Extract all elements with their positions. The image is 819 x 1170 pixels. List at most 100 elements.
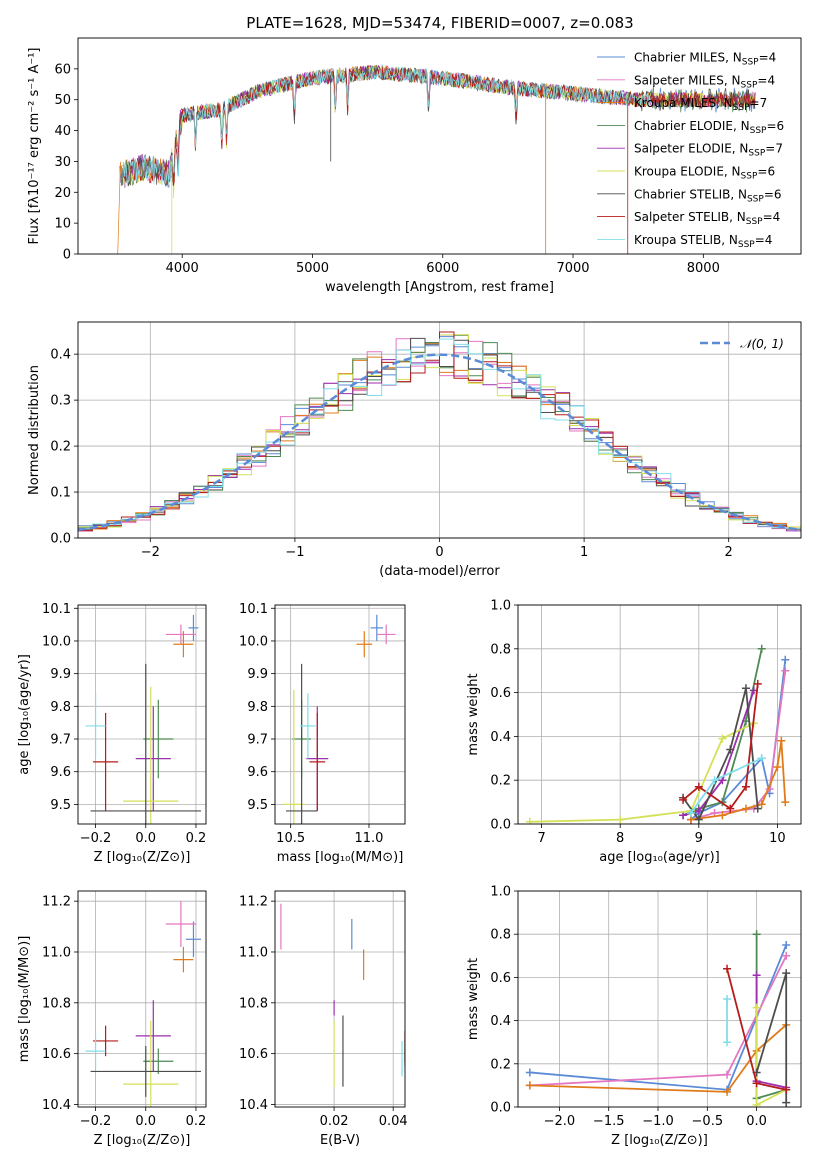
y-tick-label: 0.6 [490,686,511,701]
weight-vs-age-panel: 7 8 9 10 0.0 0.2 0.4 0.6 0.8 1.0 age [log₁₀(age/yr… [466,599,802,865]
plot-frame [517,890,802,1108]
x-tick-label: 10.5 [276,831,305,846]
weight-marker [726,745,735,754]
x-tick-label: 7 [537,831,545,846]
weight-marker [782,1098,791,1107]
x-tick-label: 0.2 [186,1114,207,1129]
plot-frame [77,604,207,825]
y-tick-label: 9.9 [247,667,268,682]
plot-frame [274,604,406,825]
x-tick-label: 11.0 [354,831,383,846]
weight-marker [616,815,625,824]
weight-marker [723,1087,732,1096]
weight-marker [781,666,790,675]
x-tick-label: 0 [435,545,443,560]
weight-marker [723,964,732,973]
y-tick-label: 0.0 [490,1101,511,1116]
legend-label: Salpeter MILES, NSSP=4 [634,73,775,90]
y-tick-label: 10.0 [42,634,71,649]
legend-label: 𝒩(0, 1) [740,337,784,351]
weight-marker [777,736,786,745]
chart-title: PLATE=1628, MJD=53474, FIBERID=0007, z=0… [246,14,633,32]
y-tick-label: 30 [54,155,71,170]
x-tick-label: −2.0 [544,1114,576,1129]
weight-marker [752,1079,761,1088]
y-tick-label: 60 [54,62,71,77]
weight-marker [752,1003,761,1012]
y-tick-label: 0.2 [50,440,71,455]
y-tick-label: 10.6 [42,1047,71,1062]
plot-frame [517,604,802,825]
x-axis-label: Z [log₁₀(Z/Z⊙)] [94,1133,191,1148]
weight-line-chabrier-stelib [682,687,759,822]
y-tick-label: 10.8 [239,996,268,1011]
y-tick-label: 9.6 [50,765,71,780]
y-tick-label: 9.6 [247,765,268,780]
y-tick-label: 10.6 [239,1047,268,1062]
weight-marker [752,930,761,939]
x-tick-label: 9 [695,831,703,846]
x-tick-label: 10 [769,831,786,846]
legend-label: Kroupa ELODIE, NSSP=6 [634,165,775,182]
y-tick-label: 9.8 [50,700,71,715]
y-tick-label: 10.0 [239,634,268,649]
y-tick-label: 9.5 [50,798,71,813]
y-axis-label: Normed distribution [27,365,42,495]
x-tick-label: 8000 [687,261,720,276]
mass-vs-ebv-panel: 0.02 0.04 10.4 10.6 10.8 11.0 11.2 E(B-V) [239,890,408,1148]
weight-marker [686,809,695,818]
age-vs-mass-panel: 10.5 11.0 9.5 9.6 9.7 9.8 9.9 10.0 10.1 mass [log… [239,602,406,865]
weight-marker [753,679,762,688]
weight-line-kroupa-miles [529,1024,787,1093]
weight-marker [741,684,750,693]
y-tick-label: 9.7 [50,733,71,748]
x-tick-label: 0.0 [135,1114,156,1129]
weight-marker [718,734,727,743]
y-tick-label: 9.7 [247,733,268,748]
y-tick-label: 50 [54,93,71,108]
weight-marker [782,1085,791,1094]
y-tick-label: 10.4 [42,1098,71,1113]
y-tick-label: 0.8 [490,642,511,657]
x-axis-label: age [log₁₀(age/yr)] [599,850,720,865]
weight-line-salpeter-elodie [682,690,755,817]
x-tick-label: −1.5 [593,1114,625,1129]
y-axis-label: mass weight [466,673,481,755]
y-tick-label: 11.0 [42,945,71,960]
normal-curve [78,353,801,532]
weight-marker [525,1068,534,1077]
y-tick-label: 10.1 [42,602,71,617]
weight-marker [757,754,766,763]
weight-marker [757,800,766,809]
y-tick-label: 40 [54,124,71,139]
legend-label: Salpeter STELIB, NSSP=4 [634,210,780,227]
weight-marker [781,655,790,664]
weight-marker [782,969,791,978]
x-tick-label: −0.2 [80,831,112,846]
x-tick-label: 5000 [296,261,329,276]
x-tick-label: 2 [725,545,733,560]
weight-vs-metallicity-panel: −2.0 −1.5 −1.0 −0.5 0.0 0.0 0.2 0.4 0.6 0.8 1.0 Z [… [466,885,802,1148]
x-axis-label: mass [log₁₀(M/M⊙)] [277,850,404,865]
y-tick-label: 0.1 [50,486,71,501]
y-tick-label: 10.8 [42,996,71,1011]
y-tick-label: 0.0 [490,818,511,833]
weight-marker [525,1081,534,1090]
y-tick-label: 9.8 [247,700,268,715]
y-tick-label: 0 [63,248,71,263]
weight-line-chabrier-miles [690,659,787,821]
weight-marker [782,951,791,960]
weight-marker [757,644,766,653]
y-axis-label: age [log₁₀(age/yr)] [17,654,32,775]
y-tick-label: 11.2 [42,895,71,910]
weight-marker [753,804,762,813]
y-tick-label: 0.3 [50,394,71,409]
weight-marker [723,995,732,1003]
y-tick-label: 0.4 [490,1014,511,1029]
x-axis-label: E(B-V) [320,1133,360,1148]
spectrum-line-kroupa-stelib [122,63,652,187]
weight-marker [723,1070,732,1079]
x-tick-label: 0.04 [379,1114,408,1129]
residual-histogram-panel: −2 −1 0 1 2 0.0 0.1 0.2 0.3 0.4 (data-model)/error… [27,321,802,579]
x-tick-label: 6000 [426,261,459,276]
